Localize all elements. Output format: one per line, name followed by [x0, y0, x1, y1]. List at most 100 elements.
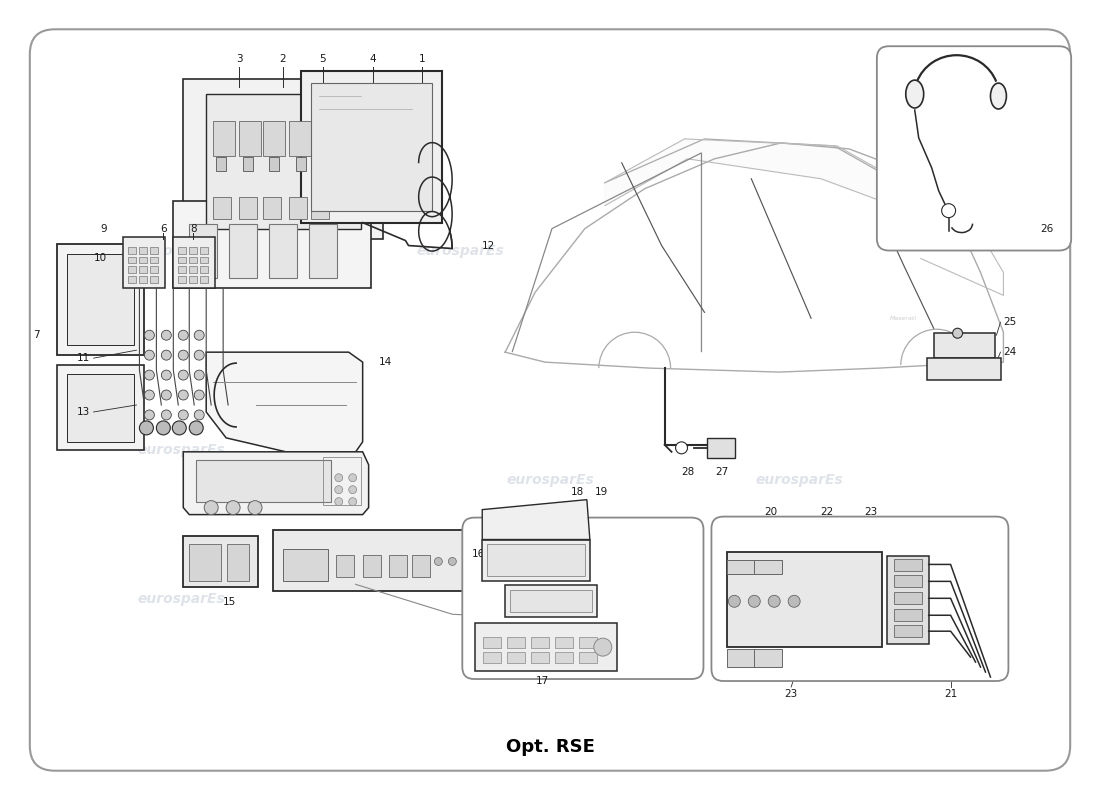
Text: 4: 4	[370, 54, 376, 64]
FancyBboxPatch shape	[200, 266, 208, 274]
FancyBboxPatch shape	[213, 197, 231, 218]
Circle shape	[942, 204, 956, 218]
FancyBboxPatch shape	[227, 543, 249, 582]
FancyBboxPatch shape	[174, 237, 216, 288]
FancyBboxPatch shape	[894, 592, 922, 604]
Text: eurosparEs: eurosparEs	[506, 592, 594, 606]
FancyBboxPatch shape	[483, 652, 502, 663]
Text: 23: 23	[784, 689, 798, 699]
Text: 23: 23	[865, 506, 878, 517]
FancyBboxPatch shape	[289, 197, 307, 218]
FancyBboxPatch shape	[189, 277, 197, 283]
Text: 22: 22	[821, 506, 834, 517]
FancyBboxPatch shape	[189, 246, 197, 254]
FancyBboxPatch shape	[140, 277, 147, 283]
Circle shape	[349, 486, 356, 494]
Text: 1: 1	[419, 54, 426, 64]
FancyBboxPatch shape	[727, 649, 756, 667]
FancyBboxPatch shape	[57, 243, 144, 355]
Circle shape	[249, 501, 262, 514]
FancyBboxPatch shape	[189, 266, 197, 274]
FancyBboxPatch shape	[151, 277, 158, 283]
Circle shape	[178, 350, 188, 360]
Circle shape	[195, 410, 205, 420]
FancyBboxPatch shape	[140, 266, 147, 274]
Text: 16: 16	[472, 550, 485, 559]
FancyBboxPatch shape	[296, 157, 306, 170]
Circle shape	[349, 498, 356, 506]
FancyBboxPatch shape	[475, 623, 617, 671]
Text: 2: 2	[279, 54, 286, 64]
Text: 27: 27	[715, 466, 728, 477]
FancyBboxPatch shape	[462, 518, 704, 679]
Text: 26: 26	[1041, 223, 1054, 234]
Polygon shape	[184, 452, 368, 514]
FancyBboxPatch shape	[507, 652, 525, 663]
Text: 6: 6	[160, 223, 167, 234]
Circle shape	[334, 498, 343, 506]
Text: eurosparEs: eurosparEs	[506, 473, 594, 486]
Text: 21: 21	[944, 689, 957, 699]
Circle shape	[178, 330, 188, 340]
FancyBboxPatch shape	[894, 610, 922, 622]
FancyBboxPatch shape	[887, 557, 928, 644]
FancyBboxPatch shape	[200, 257, 208, 263]
FancyBboxPatch shape	[200, 277, 208, 283]
FancyBboxPatch shape	[123, 237, 165, 288]
Text: 9: 9	[100, 223, 107, 234]
Circle shape	[162, 330, 172, 340]
FancyBboxPatch shape	[755, 561, 782, 574]
Text: 24: 24	[1003, 347, 1016, 357]
FancyBboxPatch shape	[487, 545, 585, 576]
FancyBboxPatch shape	[189, 224, 217, 278]
FancyBboxPatch shape	[894, 626, 922, 637]
Circle shape	[195, 390, 205, 400]
FancyBboxPatch shape	[363, 555, 381, 578]
FancyBboxPatch shape	[217, 157, 227, 170]
FancyBboxPatch shape	[579, 652, 597, 663]
Circle shape	[205, 501, 218, 514]
FancyBboxPatch shape	[482, 539, 590, 582]
Text: eurosparEs: eurosparEs	[138, 443, 226, 457]
FancyBboxPatch shape	[129, 277, 136, 283]
Text: 18: 18	[571, 486, 584, 497]
FancyBboxPatch shape	[707, 438, 736, 458]
FancyBboxPatch shape	[727, 561, 756, 574]
FancyBboxPatch shape	[311, 83, 432, 210]
FancyBboxPatch shape	[531, 637, 549, 648]
Text: 12: 12	[482, 241, 495, 250]
Circle shape	[334, 486, 343, 494]
FancyBboxPatch shape	[934, 334, 996, 358]
Circle shape	[675, 442, 688, 454]
FancyBboxPatch shape	[184, 535, 258, 587]
Circle shape	[189, 421, 204, 435]
Circle shape	[748, 595, 760, 607]
FancyBboxPatch shape	[200, 246, 208, 254]
FancyBboxPatch shape	[270, 224, 297, 278]
FancyBboxPatch shape	[270, 157, 279, 170]
FancyBboxPatch shape	[507, 637, 525, 648]
FancyBboxPatch shape	[243, 157, 253, 170]
FancyBboxPatch shape	[388, 555, 407, 578]
Text: 10: 10	[94, 254, 107, 263]
FancyBboxPatch shape	[483, 637, 502, 648]
FancyBboxPatch shape	[556, 637, 573, 648]
Text: 17: 17	[536, 676, 549, 686]
FancyBboxPatch shape	[579, 637, 597, 648]
Ellipse shape	[905, 80, 924, 108]
Circle shape	[334, 474, 343, 482]
FancyBboxPatch shape	[67, 374, 134, 442]
Circle shape	[349, 474, 356, 482]
FancyBboxPatch shape	[189, 257, 197, 263]
FancyBboxPatch shape	[926, 358, 1001, 380]
FancyBboxPatch shape	[263, 197, 280, 218]
Circle shape	[768, 595, 780, 607]
Polygon shape	[184, 79, 383, 238]
FancyBboxPatch shape	[67, 254, 134, 345]
FancyBboxPatch shape	[336, 555, 354, 578]
Circle shape	[195, 350, 205, 360]
FancyBboxPatch shape	[151, 266, 158, 274]
Text: Opt. RSE: Opt. RSE	[506, 738, 594, 756]
Polygon shape	[482, 500, 590, 539]
FancyBboxPatch shape	[229, 224, 257, 278]
